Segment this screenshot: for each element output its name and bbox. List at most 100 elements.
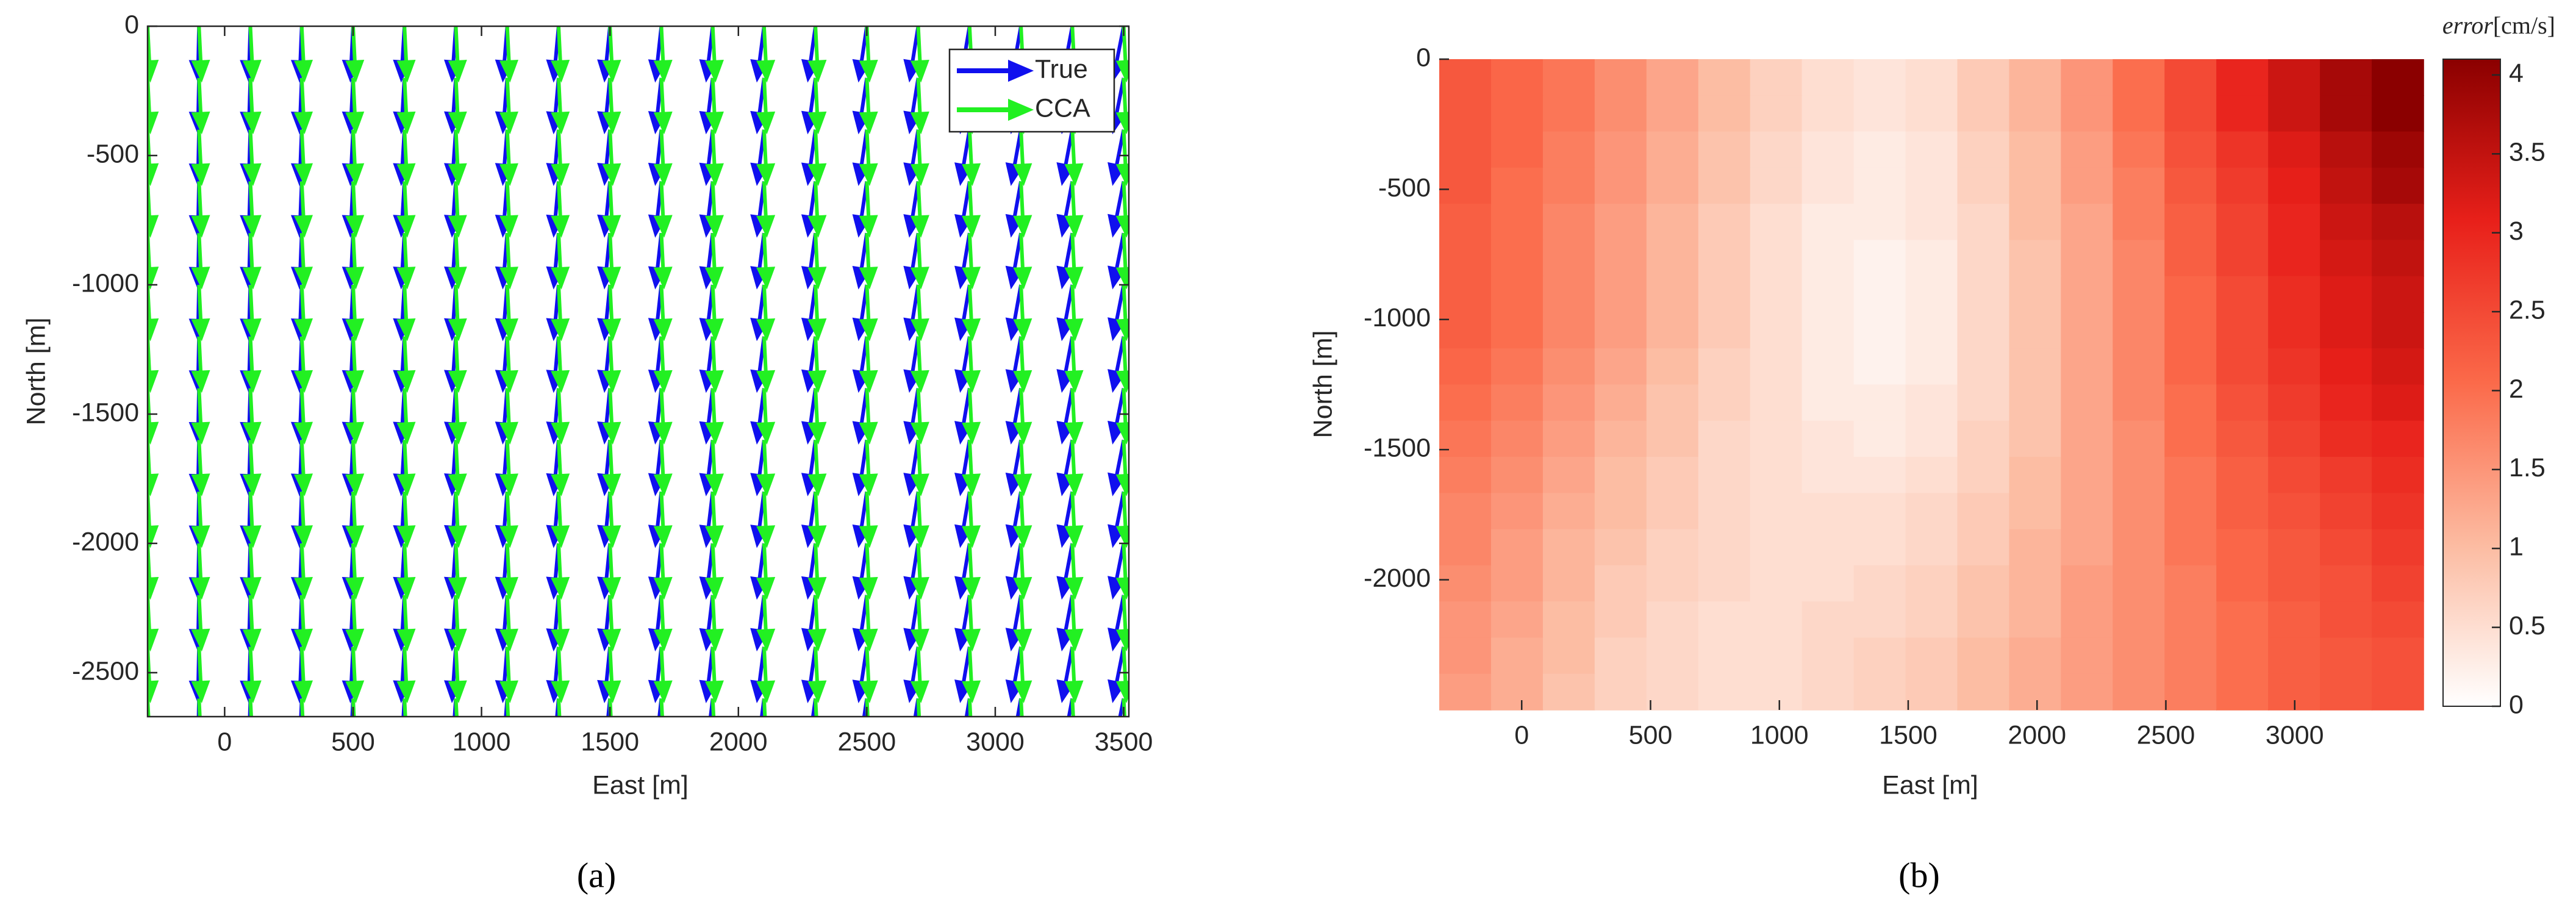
heatmap-cell	[1801, 131, 1855, 168]
heatmap-cell	[1490, 637, 1544, 675]
heatmap-cell	[2372, 95, 2424, 132]
heatmap-cell	[2216, 457, 2269, 494]
heatmap-cell	[2320, 167, 2372, 204]
arrow	[148, 491, 159, 548]
heatmap-cell	[1750, 131, 1803, 168]
heatmap-cell	[1542, 420, 1595, 457]
x-tick-label: 1000	[453, 727, 511, 756]
colorbar-label-name: error	[2442, 12, 2493, 39]
arrow	[499, 181, 518, 238]
heatmap-cell	[1801, 240, 1855, 277]
arrow	[910, 595, 929, 652]
heatmap-cell	[1853, 240, 1906, 277]
heatmap-cell	[1594, 384, 1647, 421]
heatmap-cell	[1905, 384, 1958, 421]
arrow	[704, 284, 724, 342]
heatmap-cell	[2113, 240, 2166, 277]
arrow	[653, 233, 673, 290]
heatmap-cell	[1594, 565, 1647, 602]
arrow	[704, 491, 724, 548]
heatmap-cell	[2320, 420, 2372, 457]
heatmap-cell	[2320, 384, 2372, 421]
heatmap-cell	[1750, 95, 1803, 132]
arrow	[653, 543, 673, 600]
heatmap-cell	[1646, 276, 1699, 313]
arrow	[148, 336, 159, 393]
arrow	[293, 595, 313, 652]
arrow	[499, 388, 518, 445]
heatmap-cell	[1750, 167, 1803, 204]
heatmap-cell	[2164, 601, 2217, 639]
arrow	[191, 181, 210, 238]
heatmap-cell	[2113, 348, 2166, 385]
heatmap-cell	[1750, 673, 1803, 711]
heatmap-cell	[1801, 565, 1855, 602]
arrow	[551, 388, 570, 445]
colorbar-tick-label: 0.5	[2509, 611, 2546, 640]
axes-frame	[146, 25, 1130, 718]
arrow	[345, 388, 365, 445]
heatmap-cell	[1490, 565, 1544, 602]
y-tick-label: 0	[1416, 43, 1431, 72]
arrow	[293, 336, 313, 393]
heatmap-cell	[1542, 529, 1595, 566]
arrow	[1064, 595, 1084, 652]
heatmap-cell	[2216, 565, 2269, 602]
heatmap-cell	[2372, 348, 2424, 385]
arrow	[191, 595, 210, 652]
y-tick-label: -1500	[72, 398, 139, 427]
heatmap-cell	[2216, 673, 2269, 711]
arrow	[1013, 388, 1032, 445]
heatmap-cell	[1801, 637, 1855, 675]
heatmap-cell	[1542, 276, 1595, 313]
heatmap-cell	[2216, 384, 2269, 421]
heatmap-cell	[1490, 348, 1544, 385]
heatmap-cell	[1957, 565, 2010, 602]
arrow	[293, 284, 313, 342]
arrow	[551, 336, 570, 393]
arrow	[197, 698, 202, 717]
heatmap-cell	[1594, 493, 1647, 530]
heatmap-cell	[1594, 529, 1647, 566]
heatmap-cell	[1646, 167, 1699, 204]
arrow	[293, 233, 313, 290]
heatmap-cell	[1594, 276, 1647, 313]
heatmap-cell	[1905, 59, 1958, 96]
heatmap-cell	[2372, 312, 2424, 349]
heatmap-cell	[1439, 240, 1492, 277]
arrow	[396, 336, 416, 393]
y-axis-label: North [m]	[21, 318, 51, 426]
heatmap-cell	[2164, 529, 2217, 566]
arrow	[499, 595, 518, 652]
heatmap-cell	[2216, 131, 2269, 168]
arrow	[910, 233, 929, 290]
arrow	[396, 388, 416, 445]
heatmap-cell	[1542, 673, 1595, 711]
arrow	[910, 440, 929, 496]
heatmap-cell	[2216, 420, 2269, 457]
heatmap-cell	[1698, 348, 1751, 385]
heatmap-cell	[1542, 312, 1595, 349]
heatmap-cell	[1905, 420, 1958, 457]
legend-box	[948, 48, 1115, 133]
arrow	[602, 284, 621, 342]
arrow	[1013, 646, 1032, 704]
heatmap-cell	[2320, 529, 2372, 566]
heatmap-cell	[1957, 204, 2010, 241]
heatmap-cell	[1853, 204, 1906, 241]
heatmap-cell	[1594, 601, 1647, 639]
heatmap-cell	[1646, 420, 1699, 457]
heatmap-cell	[2216, 204, 2269, 241]
arrow	[653, 129, 673, 187]
heatmap-cell	[1439, 312, 1492, 349]
heatmap-cell	[2009, 637, 2062, 675]
heatmap-cell	[2009, 59, 2062, 96]
heatmap-cell	[1957, 276, 2010, 313]
heatmap-cell	[1853, 384, 1906, 421]
arrow	[859, 388, 878, 445]
heatmap-cell	[1490, 312, 1544, 349]
heatmap-cell	[2268, 131, 2320, 168]
heatmap-cell	[1801, 59, 1855, 96]
arrow	[499, 129, 518, 187]
colorbar-tick-label: 4	[2509, 59, 2524, 88]
